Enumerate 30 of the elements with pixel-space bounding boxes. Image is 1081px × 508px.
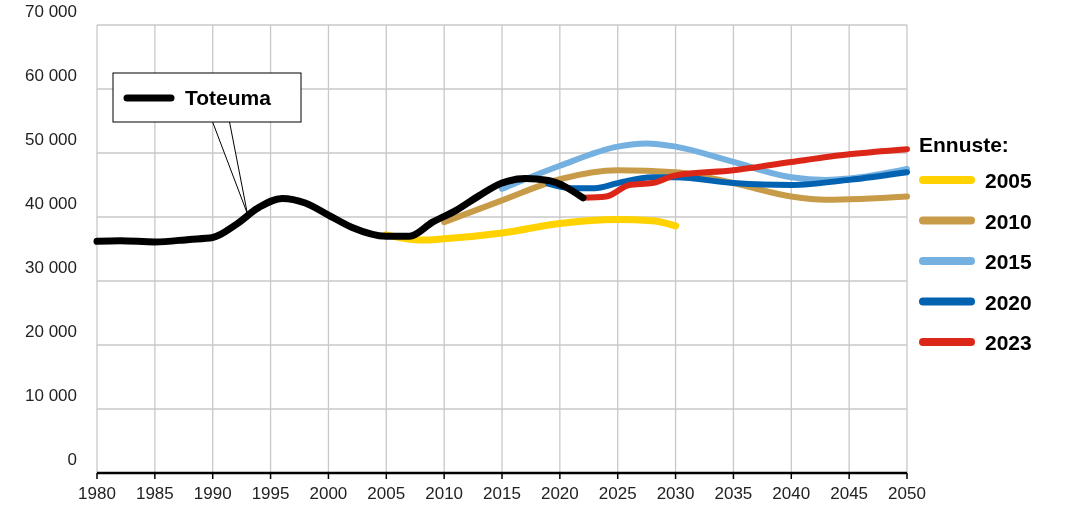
legend-label: 2020: [985, 290, 1032, 314]
legend-label: 2010: [985, 209, 1032, 233]
y-tick-label: 60 000: [25, 66, 77, 85]
legend-label: 2005: [985, 169, 1033, 192]
x-tick-label: 1990: [193, 484, 232, 503]
y-tick-label: 0: [67, 450, 77, 469]
legend-label: Toteuma: [185, 86, 272, 109]
x-tick-label: 1985: [135, 484, 174, 503]
y-tick-label: 40 000: [25, 194, 77, 213]
x-tick-label: 2040: [772, 484, 811, 503]
x-tick-label: 2050: [888, 484, 926, 503]
y-tick-label: 70 000: [25, 2, 77, 21]
x-tick-label: 2000: [309, 484, 348, 503]
legend-title: Ennuste:: [919, 133, 1009, 156]
y-tick-label: 30 000: [25, 258, 77, 277]
y-tick-label: 20 000: [25, 322, 77, 341]
x-tick-label: 1995: [251, 484, 290, 503]
x-tick-label: 2045: [830, 484, 869, 503]
x-tick-label: 2020: [540, 484, 579, 503]
legend-label: 2015: [985, 250, 1033, 273]
x-tick-label: 2005: [367, 484, 406, 503]
x-tick-label: 2025: [598, 484, 637, 503]
x-tick-label: 2010: [425, 484, 464, 503]
x-tick-label: 2035: [714, 484, 753, 503]
x-tick-label: 2030: [656, 484, 695, 503]
legend-label: 2023: [985, 331, 1032, 354]
y-tick-label: 50 000: [25, 130, 77, 149]
x-tick-label: 1980: [78, 484, 116, 503]
y-tick-label: 10 000: [25, 386, 77, 405]
x-tick-label: 2015: [483, 484, 521, 503]
